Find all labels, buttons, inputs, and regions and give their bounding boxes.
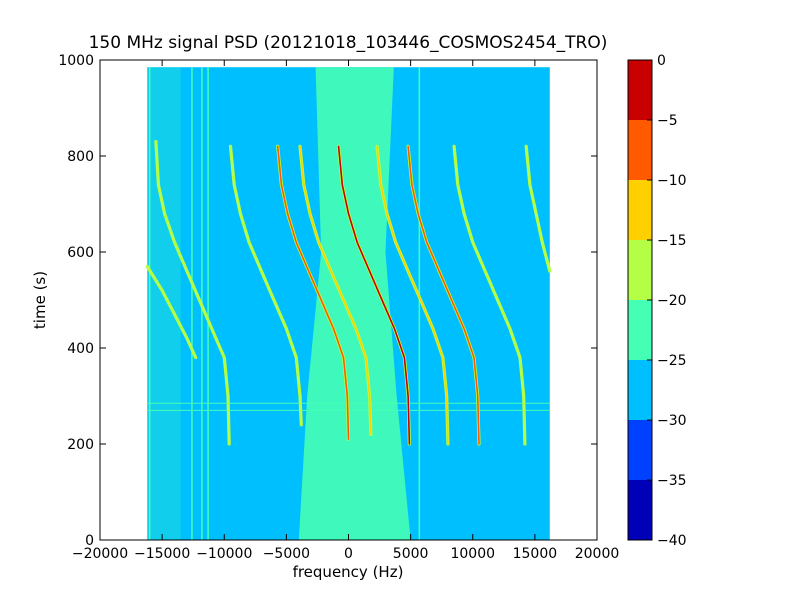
y-axis-label: time (s) bbox=[31, 271, 49, 329]
colorbar-segment bbox=[628, 240, 652, 300]
signal-trace bbox=[453, 145, 526, 445]
colorbar-segment bbox=[628, 420, 652, 480]
x-tick-label: 20000 bbox=[575, 546, 620, 562]
y-axis: 0 200 400 600 800 1000 bbox=[58, 53, 597, 549]
signal-trace bbox=[155, 140, 230, 445]
chart-title: 150 MHz signal PSD (20121018_103446_COSM… bbox=[89, 33, 608, 53]
signal-trace bbox=[299, 145, 372, 436]
signal-trace bbox=[229, 145, 303, 426]
colorbar-tick-label: −20 bbox=[657, 293, 687, 309]
colorbar-segment bbox=[628, 300, 652, 360]
signal-trace bbox=[276, 145, 350, 440]
y-tick-label: 0 bbox=[85, 533, 94, 549]
colorbar-segment bbox=[628, 180, 652, 240]
x-tick-label: 5000 bbox=[393, 546, 429, 562]
colorbar-tick-label: −10 bbox=[657, 173, 687, 189]
colorbar-tick-label: −15 bbox=[657, 233, 687, 249]
heatmap-layer bbox=[145, 67, 552, 540]
y-tick-label: 600 bbox=[67, 245, 94, 261]
colorbar-tick-label: −5 bbox=[657, 113, 678, 129]
signal-trace bbox=[525, 145, 551, 272]
colorbar-tick-label: −30 bbox=[657, 413, 687, 429]
x-tick-label: 10000 bbox=[450, 546, 495, 562]
colorbar-segment bbox=[628, 60, 652, 120]
signal-trace bbox=[337, 145, 411, 445]
colorbar-segment bbox=[628, 480, 652, 540]
x-axis-label: frequency (Hz) bbox=[293, 563, 404, 581]
x-tick-label: 0 bbox=[344, 546, 353, 562]
y-tick-label: 400 bbox=[67, 341, 94, 357]
y-tick-label: 800 bbox=[67, 149, 94, 165]
x-tick-label: 15000 bbox=[513, 546, 558, 562]
signal-trace bbox=[146, 265, 197, 359]
x-axis: −20000 −15000 −10000 −5000 0 5000 10000 15000 20… bbox=[72, 60, 619, 562]
left-noise-strip bbox=[147, 67, 181, 540]
x-tick-label: −10000 bbox=[196, 546, 252, 562]
colorbar-tick-label: −40 bbox=[657, 533, 687, 549]
colorbar-segment bbox=[628, 120, 652, 180]
colorbar-segment bbox=[628, 360, 652, 420]
y-tick-label: 200 bbox=[67, 437, 94, 453]
signal-trace bbox=[407, 145, 480, 445]
x-tick-label: −20000 bbox=[72, 546, 128, 562]
colorbar-tick-label: −35 bbox=[657, 473, 687, 489]
y-tick-label: 1000 bbox=[58, 53, 94, 69]
colorbar-tick-label: −25 bbox=[657, 353, 687, 369]
x-tick-label: −5000 bbox=[263, 546, 310, 562]
central-noise-band bbox=[298, 67, 411, 540]
x-tick-label: −15000 bbox=[134, 546, 190, 562]
signal-trace bbox=[376, 145, 449, 445]
colorbar: 0 −5 −10 −15 −20 −25 −30 −35 −40 bbox=[627, 53, 687, 549]
colorbar-tick-label: 0 bbox=[657, 53, 666, 69]
